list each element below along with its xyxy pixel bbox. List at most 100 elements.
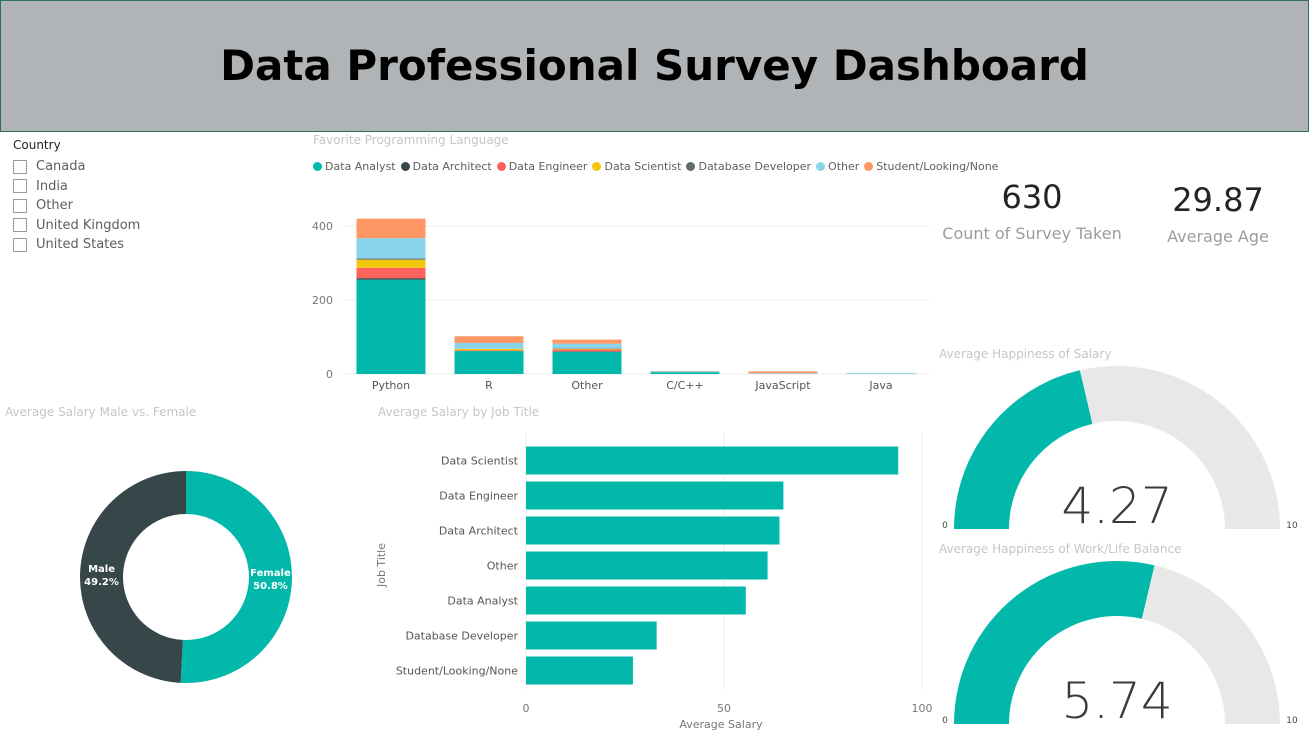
- legend-item-data-analyst[interactable]: Data Analyst: [313, 160, 396, 173]
- bar-segment-other-data-engineer: [552, 349, 622, 352]
- bar-segment-r-data-engineer: [454, 350, 524, 352]
- x-tick-label: R: [485, 379, 493, 392]
- survey-count-value: 630: [1001, 178, 1063, 216]
- gauge-value-arc: [954, 370, 1093, 529]
- bar-segment-python-data-analyst: [356, 279, 426, 374]
- gauge-max-label: 10: [1286, 716, 1298, 726]
- y-tick-label: Data Architect: [439, 525, 519, 538]
- slicer-item-canada[interactable]: Canada: [13, 157, 213, 177]
- bar-segment-c-c-data-analyst: [650, 372, 720, 374]
- slice-value-label: 49.2%: [84, 577, 119, 588]
- checkbox[interactable]: [13, 237, 27, 252]
- x-tick-label: Python: [372, 379, 410, 392]
- legend-dot-icon: [816, 162, 826, 171]
- legend-label: Data Architect: [412, 160, 492, 173]
- bar-segment-python-other: [356, 238, 426, 259]
- worklife-happiness-gauge: 5.74 0 10: [942, 561, 1298, 730]
- bar-segment-other-data-scientist: [552, 348, 622, 350]
- bar-segment-c-c-other: [650, 371, 720, 373]
- gauge-value-label: 4.27: [1061, 477, 1172, 535]
- gauge-value-arc: [954, 561, 1155, 724]
- donut-slice-female: [180, 471, 292, 683]
- bar-segment-python-data-engineer: [356, 267, 426, 279]
- legend-item-data-architect[interactable]: Data Architect: [400, 160, 492, 173]
- language-chart-legend: Data Analyst Data Architect Data Engineer D…: [313, 160, 1003, 173]
- legend-dot-icon: [496, 162, 506, 171]
- y-tick-label: Data Engineer: [439, 490, 518, 503]
- legend-item-student-looking-none[interactable]: Student/Looking/None: [864, 160, 998, 173]
- gauge-max-label: 10: [1286, 521, 1298, 531]
- bar-segment-python-data-architect: [356, 278, 426, 280]
- legend-item-database-developer[interactable]: Database Developer: [686, 160, 811, 173]
- y-tick-label: Other: [487, 560, 519, 573]
- gauge-remaining-arc: [1079, 366, 1280, 529]
- bar-segment-r-other: [454, 342, 524, 349]
- legend-dot-icon: [400, 162, 410, 171]
- gauge-remaining-arc: [1141, 565, 1280, 724]
- y-tick-label: 200: [312, 294, 333, 307]
- slice-label: Female: [250, 568, 291, 579]
- bar-segment-r-data-analyst: [454, 351, 524, 374]
- y-tick-label: Student/Looking/None: [396, 665, 518, 678]
- salary-gender-chart-title: Average Salary Male vs. Female: [5, 405, 197, 419]
- slicer-item-label: India: [36, 178, 68, 194]
- slicer-item-united-kingdom[interactable]: United Kingdom: [13, 216, 213, 236]
- x-tick-label: Java: [868, 379, 892, 392]
- average-age-value: 29.87: [1172, 181, 1264, 219]
- slice-label: Male: [88, 564, 115, 575]
- legend-label: Database Developer: [698, 160, 812, 173]
- slicer-title: Country: [13, 138, 61, 152]
- slicer-item-label: United Kingdom: [36, 217, 141, 233]
- legend-item-data-engineer[interactable]: Data Engineer: [496, 160, 588, 173]
- legend-item-other[interactable]: Other: [816, 160, 859, 173]
- slicer-item-other[interactable]: Other: [13, 196, 213, 216]
- dashboard-header: Data Professional Survey Dashboard: [0, 0, 1309, 132]
- language-chart-title: Favorite Programming Language: [313, 133, 509, 147]
- gauge-value-label: 5.74: [1061, 672, 1172, 730]
- salary-gender-donut-chart: Female 50.8% Male 49.2%: [79, 471, 292, 683]
- worklife-happiness-gauge-title: Average Happiness of Work/Life Balance: [939, 542, 1182, 556]
- gauge-min-label: 0: [942, 521, 948, 531]
- bar-data-scientist: [526, 446, 899, 475]
- x-tick-label: C/C++: [666, 379, 704, 392]
- gauge-min-label: 0: [942, 716, 948, 726]
- checkbox[interactable]: [13, 198, 27, 213]
- legend-label: Data Scientist: [604, 160, 682, 173]
- average-age-label: Average Age: [1167, 227, 1269, 246]
- checkbox[interactable]: [13, 179, 27, 194]
- legend-item-data-scientist[interactable]: Data Scientist: [592, 160, 681, 173]
- bar-segment-javascript-student-looking-none: [748, 371, 818, 374]
- legend-label: Student/Looking/None: [876, 160, 999, 173]
- y-tick-label: Data Scientist: [441, 455, 519, 468]
- checkbox[interactable]: [13, 218, 27, 233]
- checkbox[interactable]: [13, 159, 27, 174]
- slicer-item-india[interactable]: India: [13, 177, 213, 197]
- x-tick-label: Other: [571, 379, 603, 392]
- slicer-item-united-states[interactable]: United States: [13, 235, 213, 255]
- donut-slice-male: [79, 471, 186, 683]
- page-title: Data Professional Survey Dashboard: [220, 41, 1089, 90]
- bar-segment-javascript-other: [748, 373, 818, 374]
- bar-segment-python-data-scientist: [356, 259, 426, 268]
- bar-other: [526, 551, 768, 580]
- salary-happiness-gauge-title: Average Happiness of Salary: [939, 347, 1112, 361]
- legend-dot-icon: [313, 162, 322, 171]
- x-axis-title: Average Salary: [679, 718, 763, 731]
- legend-label: Other: [828, 160, 860, 173]
- x-tick-label: 100: [912, 702, 933, 715]
- salary-happiness-gauge: 4.27 0 10: [942, 366, 1298, 535]
- x-tick-label: 0: [523, 702, 530, 715]
- bar-segment-other-other: [552, 343, 622, 349]
- language-stacked-bar-chart: 0 200 400 Python R Other C/C++ JavaScript Java: [312, 218, 930, 392]
- legend-label: Data Analyst: [325, 160, 396, 173]
- bar-segment-python-database-developer: [356, 258, 426, 260]
- legend-dot-icon: [686, 162, 696, 171]
- bar-database-developer: [526, 621, 657, 650]
- country-slicer: Country Canada India Other United Kingdo…: [13, 138, 213, 255]
- bar-segment-other-data-analyst: [552, 351, 622, 374]
- y-axis-title: Job Title: [375, 543, 388, 588]
- y-tick-label: Database Developer: [405, 630, 518, 643]
- legend-label: Data Engineer: [508, 160, 588, 173]
- x-tick-label: JavaScript: [754, 379, 811, 392]
- slicer-item-label: Other: [36, 198, 73, 214]
